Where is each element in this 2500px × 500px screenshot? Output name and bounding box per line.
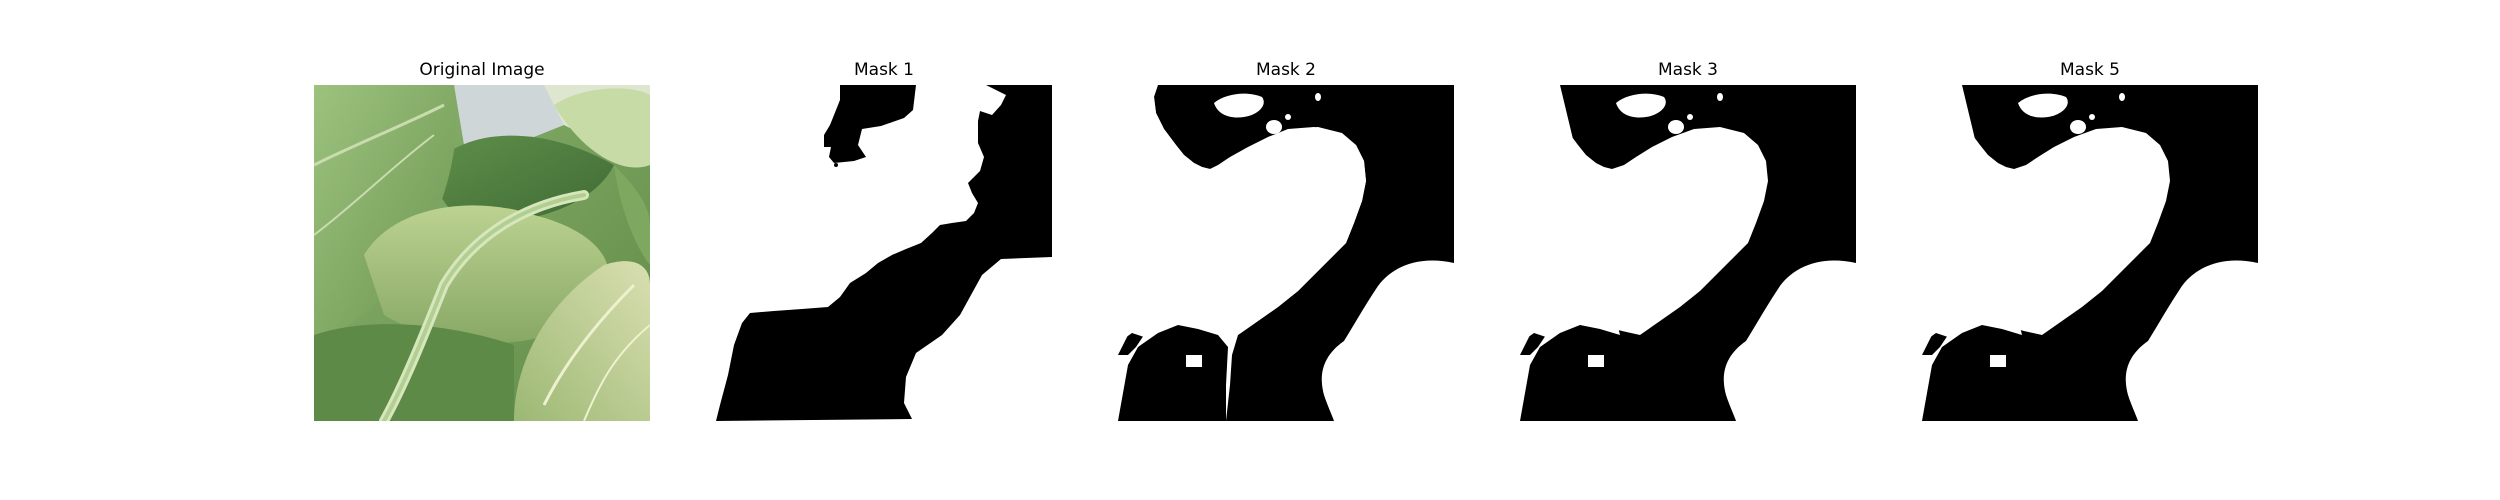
panel-original-image: Original Image: [314, 0, 650, 500]
mask-image: [1118, 85, 1454, 421]
mask-image: [716, 85, 1052, 421]
panel-title: Mask 3: [1657, 60, 1718, 80]
panel-title: Mask 2: [1255, 60, 1316, 80]
panel-title: Original Image: [419, 60, 545, 80]
panel-mask-2: Mask 2: [1118, 0, 1454, 500]
mask-image: [1922, 85, 2258, 421]
panel-title: Mask 5: [2059, 60, 2120, 80]
panel-mask-1: Mask 1: [716, 0, 1052, 500]
mask-image: [1520, 85, 1856, 421]
original-image: [314, 85, 650, 421]
panel-title: Mask 1: [853, 60, 914, 80]
panel-mask-5: Mask 5: [1922, 0, 2258, 500]
panel-mask-3: Mask 3: [1520, 0, 1856, 500]
